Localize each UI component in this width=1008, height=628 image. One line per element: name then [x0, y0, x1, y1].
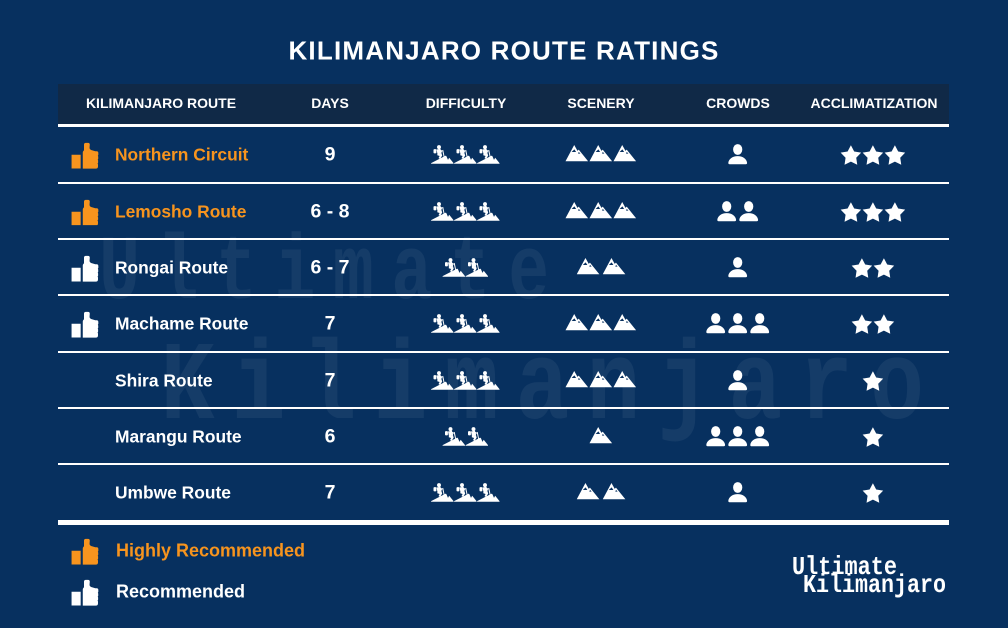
svg-text:Ultimate: Ultimate: [792, 552, 897, 582]
svg-text:Kilimanjaro: Kilimanjaro: [161, 326, 924, 452]
svg-text:Kilimanjaro: Kilimanjaro: [803, 570, 946, 600]
